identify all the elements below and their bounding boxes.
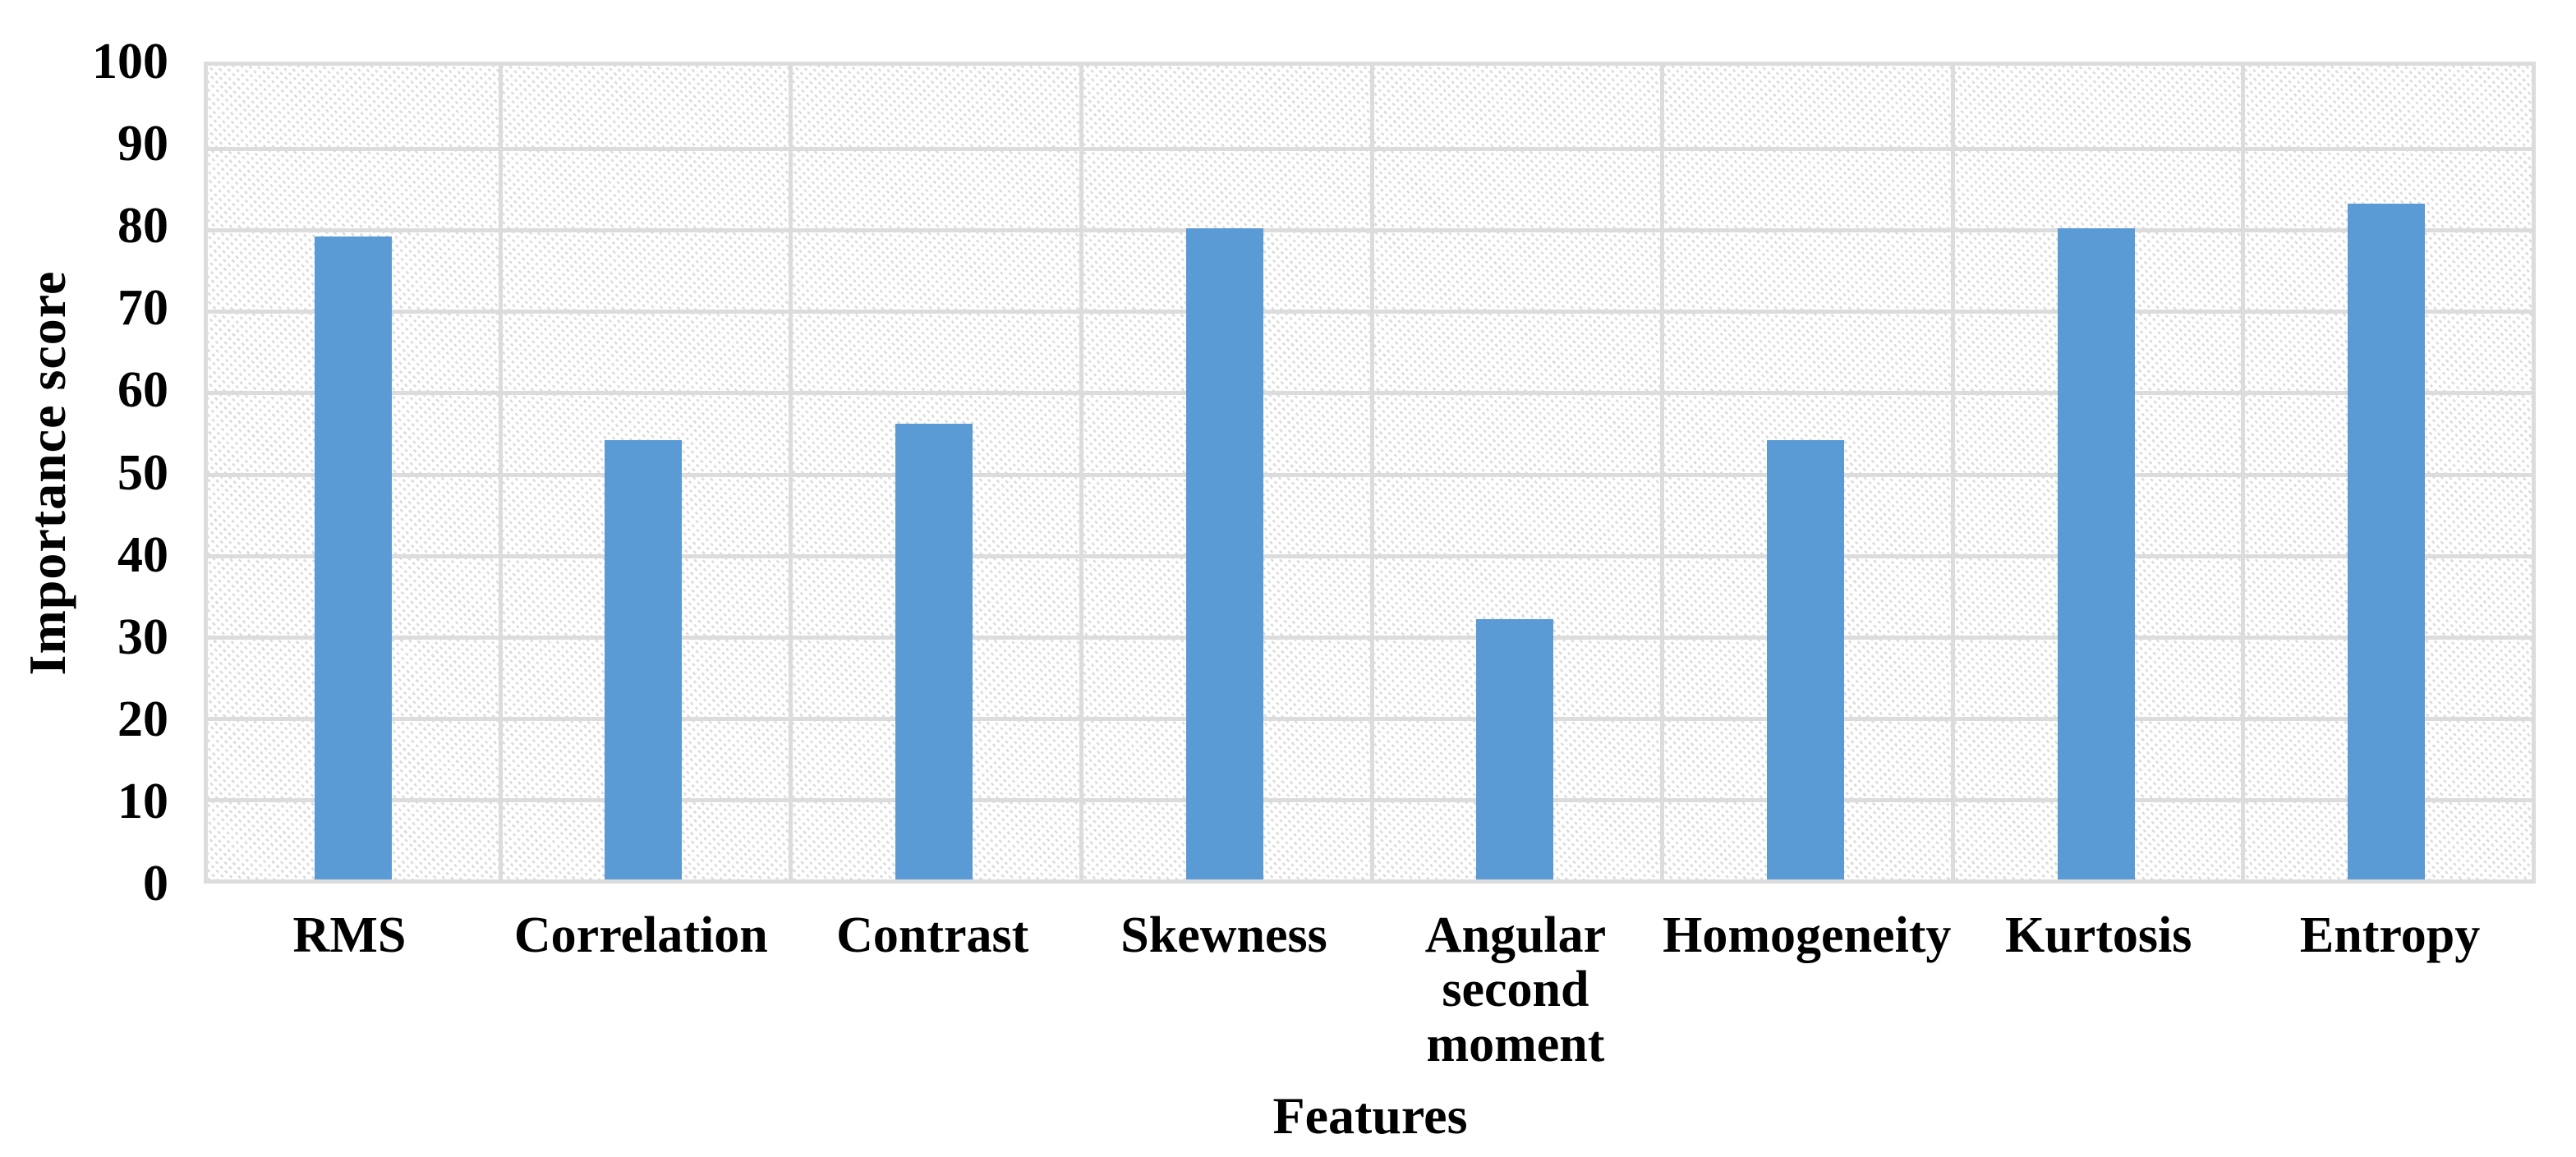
- bar-skewness: [1185, 228, 1263, 879]
- vertical-gridline: [1660, 66, 1665, 879]
- y-tick-label: 90: [117, 116, 168, 172]
- bar-kurtosis: [2057, 228, 2135, 879]
- vertical-gridline: [789, 66, 794, 879]
- bar-correlation: [605, 439, 683, 879]
- x-axis-title: Features: [1272, 1086, 1468, 1145]
- vertical-gridline: [2241, 66, 2246, 879]
- x-category-label: Entropy: [2299, 907, 2481, 963]
- y-tick-label: 30: [117, 608, 168, 665]
- bar-rms: [314, 236, 392, 879]
- x-category-label: Kurtosis: [2005, 907, 2192, 963]
- x-category-label: Homogeneity: [1663, 907, 1952, 963]
- y-tick-label: 100: [92, 34, 168, 90]
- vertical-gridline: [1079, 66, 1083, 879]
- y-tick-label: 60: [117, 362, 168, 419]
- x-category-label: Correlation: [513, 907, 768, 963]
- x-category-label: RMS: [292, 907, 407, 963]
- x-category-label: Contrast: [836, 907, 1029, 963]
- y-tick-label: 20: [117, 691, 168, 747]
- bar-angular-second-moment: [1476, 618, 1554, 879]
- plot-area: [204, 62, 2536, 884]
- y-tick-label: 40: [117, 526, 168, 583]
- x-category-label: Angular second moment: [1424, 907, 1607, 1072]
- y-tick-label: 70: [117, 280, 168, 337]
- x-category-label: Skewness: [1120, 907, 1327, 963]
- bar-entropy: [2348, 204, 2426, 879]
- vertical-gridline: [1369, 66, 1374, 879]
- vertical-gridline: [498, 66, 503, 879]
- bar-contrast: [895, 424, 973, 879]
- bar-homogeneity: [1766, 439, 1844, 879]
- vertical-gridline: [1950, 66, 1955, 879]
- y-tick-label: 50: [117, 444, 168, 501]
- y-tick-label: 10: [117, 773, 168, 829]
- y-tick-label: 0: [143, 856, 168, 911]
- y-tick-label: 80: [117, 198, 168, 255]
